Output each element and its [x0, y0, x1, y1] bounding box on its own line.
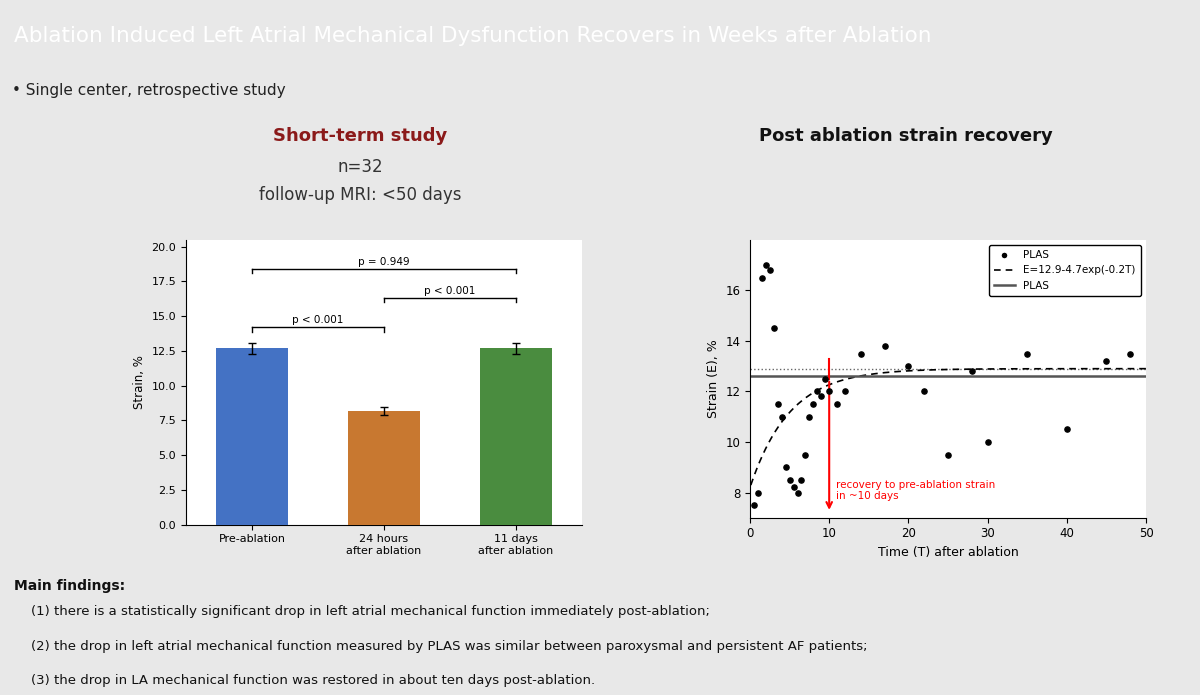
E=12.9-4.7exp(-0.2T): [872, 369, 887, 377]
Text: follow-up MRI: <50 days: follow-up MRI: <50 days: [259, 186, 461, 204]
Text: (1) there is a statistically significant drop in left atrial mechanical function: (1) there is a statistically significant…: [14, 605, 710, 619]
Point: [799, 411, 818, 423]
Text: Short-term study: Short-term study: [272, 126, 448, 145]
Point: [776, 461, 796, 473]
X-axis label: Time (T) after ablation: Time (T) after ablation: [877, 546, 1019, 559]
Point: [978, 436, 997, 448]
Point: [752, 272, 772, 284]
Point: [1018, 348, 1037, 359]
Point: [749, 487, 768, 498]
Text: Ablation Induced Left Atrial Mechanical Dysfunction Recovers in Weeks after Abla: Ablation Induced Left Atrial Mechanical …: [14, 26, 932, 47]
Point: [938, 449, 958, 460]
Point: [962, 366, 982, 377]
Point: [835, 386, 854, 397]
Point: [816, 373, 835, 384]
Point: [808, 386, 827, 397]
Point: [764, 322, 784, 334]
Point: [1121, 348, 1140, 359]
Text: Post ablation strain recovery: Post ablation strain recovery: [760, 126, 1052, 145]
Point: [914, 386, 934, 397]
PLAS: [743, 372, 757, 380]
Y-axis label: Strain (E), %: Strain (E), %: [707, 339, 720, 418]
Point: [761, 265, 780, 276]
Bar: [480, 348, 552, 525]
Point: [784, 482, 803, 493]
E=12.9-4.7exp(-0.2T): [791, 400, 805, 408]
Point: [792, 474, 811, 485]
Point: [744, 500, 763, 511]
Point: [796, 449, 815, 460]
E=12.9-4.7exp(-0.2T): [1028, 365, 1043, 373]
Point: [780, 474, 799, 485]
E=12.9-4.7exp(-0.2T): [900, 367, 914, 375]
Point: [768, 398, 787, 409]
Point: [1057, 424, 1076, 435]
Point: [828, 398, 847, 409]
Point: [811, 391, 830, 402]
Text: n=32: n=32: [337, 158, 383, 176]
Text: p < 0.001: p < 0.001: [293, 316, 343, 325]
E=12.9-4.7exp(-0.2T): [1031, 365, 1045, 373]
Text: (2) the drop in left atrial mechanical function measured by PLAS was similar bet: (2) the drop in left atrial mechanical f…: [14, 639, 868, 653]
E=12.9-4.7exp(-0.2T): [1139, 364, 1153, 373]
E=12.9-4.7exp(-0.2T): [744, 481, 758, 489]
Text: • Single center, retrospective study: • Single center, retrospective study: [12, 83, 286, 98]
Y-axis label: Strain, %: Strain, %: [133, 355, 146, 409]
Bar: [348, 411, 420, 525]
Text: Main findings:: Main findings:: [14, 579, 126, 593]
Point: [820, 386, 839, 397]
Text: p < 0.001: p < 0.001: [425, 286, 475, 296]
E=12.9-4.7exp(-0.2T): [992, 365, 1007, 373]
Line: E=12.9-4.7exp(-0.2T): E=12.9-4.7exp(-0.2T): [751, 368, 1146, 485]
Point: [875, 341, 894, 352]
PLAS: [751, 372, 766, 380]
Point: [804, 398, 823, 409]
Bar: [216, 348, 288, 525]
Text: p = 0.949: p = 0.949: [358, 257, 410, 267]
Point: [788, 487, 808, 498]
Point: [772, 411, 791, 423]
Text: (3) the drop in LA mechanical function was restored in about ten days post-ablat: (3) the drop in LA mechanical function w…: [14, 674, 595, 687]
Point: [1097, 356, 1116, 367]
Point: [851, 348, 870, 359]
Point: [899, 361, 918, 372]
Text: recovery to pre-ablation strain
in ~10 days: recovery to pre-ablation strain in ~10 d…: [835, 480, 995, 502]
Point: [756, 259, 775, 270]
Legend: PLAS, E=12.9-4.7exp(-0.2T), PLAS: PLAS, E=12.9-4.7exp(-0.2T), PLAS: [989, 245, 1141, 296]
